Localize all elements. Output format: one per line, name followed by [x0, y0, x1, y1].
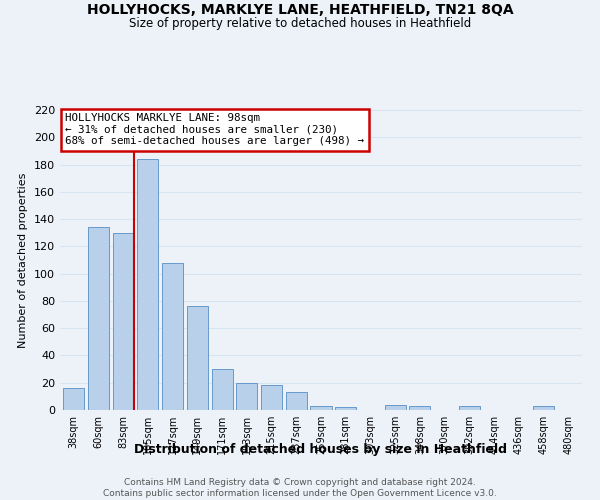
Bar	[409, 406, 430, 410]
Bar	[187, 306, 208, 410]
Text: Distribution of detached houses by size in Heathfield: Distribution of detached houses by size …	[134, 442, 508, 456]
Text: HOLLYHOCKS MARKLYE LANE: 98sqm
← 31% of detached houses are smaller (230)
68% of: HOLLYHOCKS MARKLYE LANE: 98sqm ← 31% of …	[65, 113, 364, 146]
Bar	[533, 406, 554, 410]
Bar	[137, 159, 158, 410]
Text: Contains HM Land Registry data © Crown copyright and database right 2024.
Contai: Contains HM Land Registry data © Crown c…	[103, 478, 497, 498]
Bar	[385, 404, 406, 410]
Bar	[88, 228, 109, 410]
Bar	[63, 388, 84, 410]
Bar	[459, 406, 480, 410]
Y-axis label: Number of detached properties: Number of detached properties	[19, 172, 28, 348]
Text: HOLLYHOCKS, MARKLYE LANE, HEATHFIELD, TN21 8QA: HOLLYHOCKS, MARKLYE LANE, HEATHFIELD, TN…	[86, 2, 514, 16]
Bar	[162, 262, 183, 410]
Bar	[261, 386, 282, 410]
Bar	[335, 408, 356, 410]
Bar	[113, 232, 134, 410]
Bar	[310, 406, 332, 410]
Text: Size of property relative to detached houses in Heathfield: Size of property relative to detached ho…	[129, 18, 471, 30]
Bar	[286, 392, 307, 410]
Bar	[212, 369, 233, 410]
Bar	[236, 382, 257, 410]
